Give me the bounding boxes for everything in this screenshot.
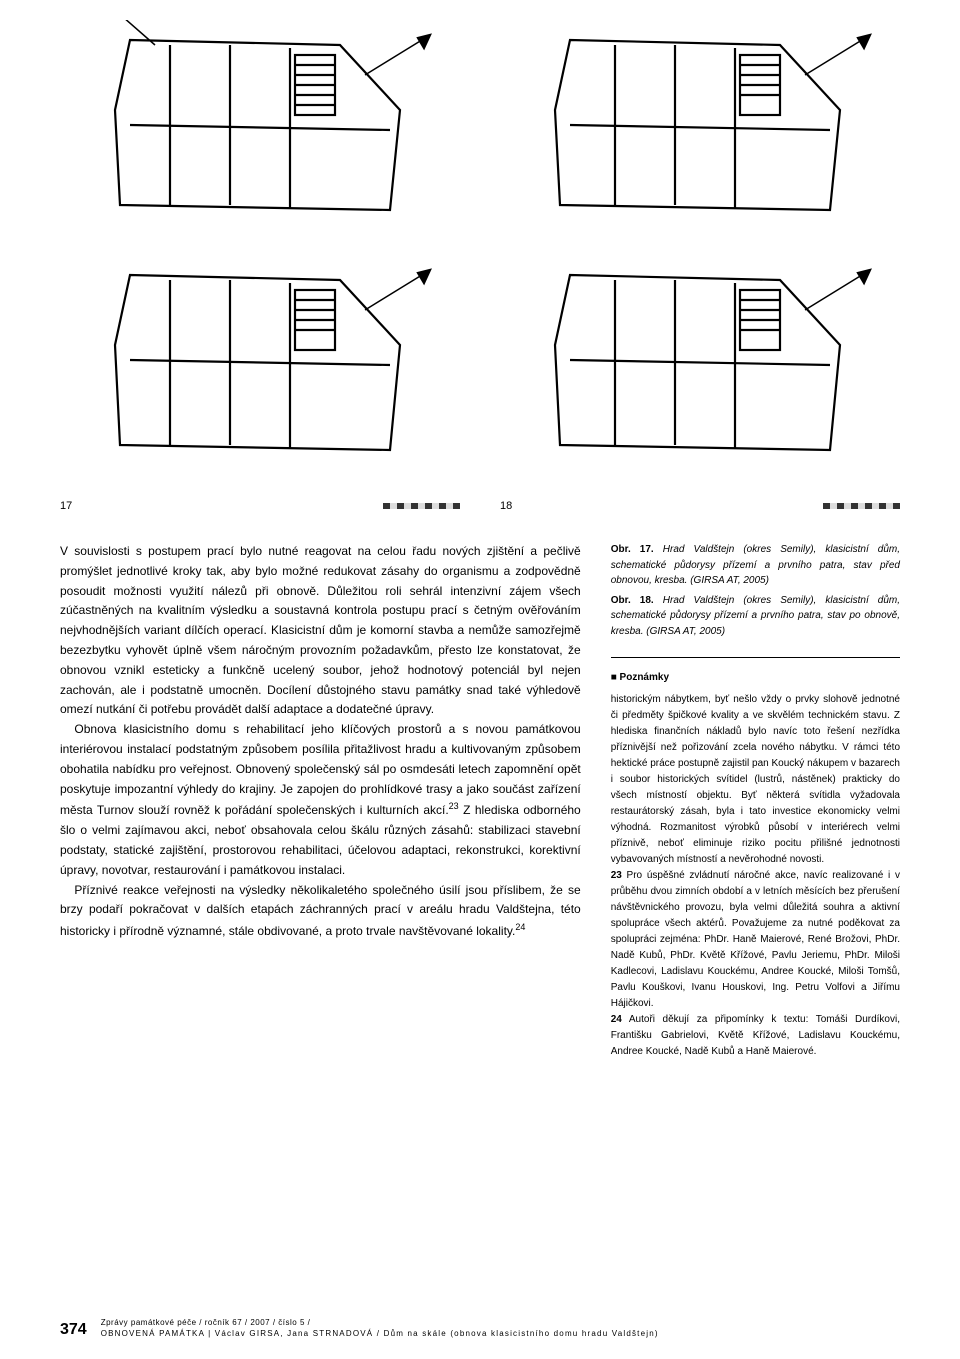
note-23-label: 23 <box>611 870 622 881</box>
note-23-text: Pro úspěšné zvládnutí náročné akce, naví… <box>611 870 900 1009</box>
body-paragraph-3: Příznivé reakce veřejnosti na výsledky n… <box>60 881 581 942</box>
footnote-ref-23: 23 <box>449 801 459 811</box>
figure-17 <box>60 20 460 490</box>
body-p3a: Příznivé reakce veřejnosti na výsledky n… <box>60 883 581 939</box>
scale-bar-18 <box>823 503 900 509</box>
notes-divider <box>611 657 900 658</box>
side-column: Obr. 17. Hrad Valdštejn (okres Semily), … <box>611 542 900 1060</box>
figures-row <box>60 20 900 490</box>
page-number: 374 <box>60 1321 87 1339</box>
figure-17-label-row: 17 <box>60 500 460 512</box>
main-text-column: V souvislosti s postupem prací bylo nutn… <box>60 542 581 1060</box>
footnote-ref-24: 24 <box>515 922 525 932</box>
figure-18-label-row: 18 <box>500 500 900 512</box>
scale-bar-17 <box>383 503 460 509</box>
caption-18-text: Hrad Valdštejn (okres Semily), klasicist… <box>611 595 900 637</box>
footer-line-2: OBNOVENÁ PAMÁTKA | Václav GIRSA, Jana ST… <box>101 1329 659 1339</box>
caption-18-label: Obr. 18. <box>611 595 654 606</box>
figure-18-number: 18 <box>500 500 512 512</box>
caption-17: Obr. 17. Hrad Valdštejn (okres Semily), … <box>611 542 900 589</box>
figure-labels-row: 17 18 <box>60 500 900 512</box>
caption-17-text: Hrad Valdštejn (okres Semily), klasicist… <box>611 544 900 586</box>
figure-18 <box>500 20 900 490</box>
note-23: 23 Pro úspěšné zvládnutí náročné akce, n… <box>611 868 900 1012</box>
note-24-label: 24 <box>611 1014 622 1025</box>
caption-17-label: Obr. 17. <box>611 544 654 555</box>
note-24-text: Autoři děkují za připomínky k textu: Tom… <box>611 1014 900 1057</box>
page-footer: 374 Zprávy památkové péče / ročník 67 / … <box>60 1318 900 1339</box>
floorplan-18-svg <box>500 20 900 490</box>
footer-text: Zprávy památkové péče / ročník 67 / 2007… <box>101 1318 659 1339</box>
caption-18: Obr. 18. Hrad Valdštejn (okres Semily), … <box>611 593 900 640</box>
figure-17-number: 17 <box>60 500 72 512</box>
notes-heading: ■ Poznámky <box>611 670 900 686</box>
floorplan-17-svg <box>60 20 460 490</box>
content-columns: V souvislosti s postupem prací bylo nutn… <box>60 542 900 1060</box>
body-paragraph-2: Obnova klasicistního domu s rehabilitací… <box>60 720 581 880</box>
note-continuation: historickým nábytkem, byť nešlo vždy o p… <box>611 692 900 868</box>
footer-line-1: Zprávy památkové péče / ročník 67 / 2007… <box>101 1318 659 1328</box>
note-24: 24 Autoři děkují za připomínky k textu: … <box>611 1012 900 1060</box>
body-paragraph-1: V souvislosti s postupem prací bylo nutn… <box>60 542 581 720</box>
